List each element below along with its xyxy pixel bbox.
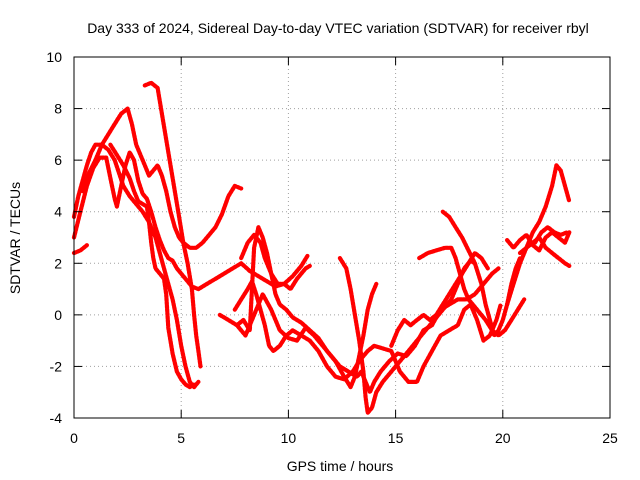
y-axis-label: SDTVAR / TECUs [7, 182, 23, 294]
series-line-s6 [142, 80, 203, 369]
x-axis-label: GPS time / hours [287, 458, 394, 474]
x-tick-label: 20 [495, 430, 511, 446]
y-tick-label: 2 [54, 255, 62, 271]
series-line-s13 [417, 245, 527, 338]
chart-title: Day 333 of 2024, Sidereal Day-to-day VTE… [87, 20, 589, 36]
series-line-s12 [389, 250, 490, 348]
x-tick-label: 5 [177, 430, 185, 446]
axis-ticks [73, 56, 611, 419]
series-line-s16 [505, 230, 572, 253]
y-tick-label: 10 [46, 49, 62, 65]
series-line-s18 [532, 225, 570, 245]
series-line-s17 [517, 235, 572, 268]
y-tick-labels: -4 -2 0 2 4 6 8 10 [46, 49, 62, 426]
series-line-s11 [337, 256, 477, 415]
y-tick-label: 4 [54, 204, 62, 220]
x-tick-labels: 0 5 10 15 20 25 [70, 430, 618, 446]
series-line-s10 [239, 232, 312, 292]
series-line-s15 [505, 163, 572, 307]
series-line-s4 [80, 106, 244, 250]
y-tick-label: 0 [54, 307, 62, 323]
x-tick-label: 25 [602, 430, 618, 446]
y-tick-label: -4 [50, 410, 63, 426]
y-tick-label: -2 [50, 358, 63, 374]
series-line-s1 [71, 243, 90, 256]
y-tick-label: 6 [54, 152, 62, 168]
x-tick-label: 0 [70, 430, 78, 446]
x-tick-label: 10 [281, 430, 297, 446]
y-tick-label: 8 [54, 101, 62, 117]
plot-frame [73, 56, 611, 419]
series-line-s5 [108, 142, 197, 390]
x-tick-label: 15 [388, 430, 404, 446]
series-line-s2 [71, 142, 201, 390]
series-group [71, 80, 572, 415]
series-line-s3 [71, 150, 310, 292]
